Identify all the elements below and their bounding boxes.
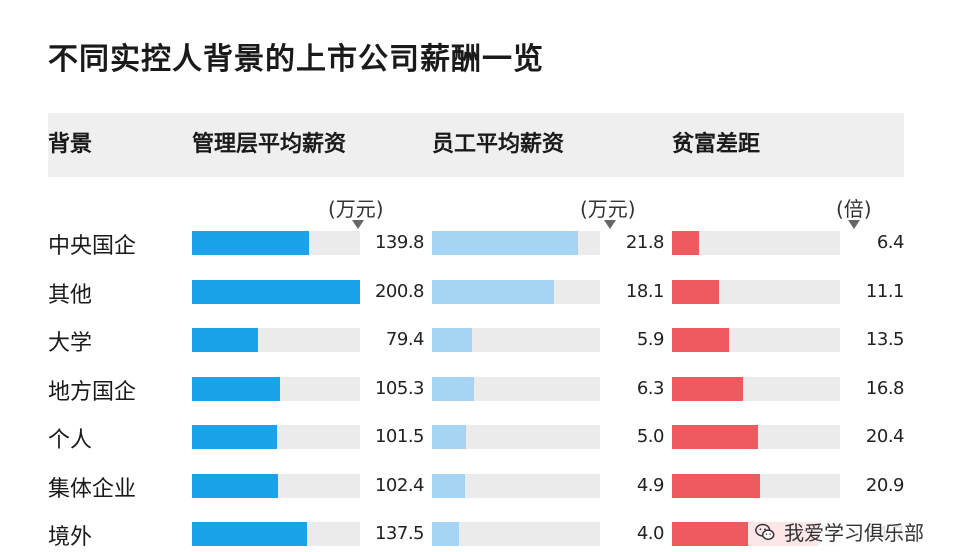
- unit-marker-gap: [848, 220, 860, 229]
- chart-title: 不同实控人背景的上市公司薪酬一览: [48, 42, 544, 77]
- bar-gap: [672, 425, 758, 449]
- value-label-staff: 5.0: [636, 426, 665, 447]
- value-label-mgmt: 101.5: [374, 426, 425, 447]
- value-label-gap: 16.8: [865, 378, 905, 399]
- unit-marker-mgmt: [352, 220, 364, 229]
- value-label-gap: 20.9: [865, 475, 905, 496]
- row-label: 中央国企: [48, 234, 137, 259]
- bar-staff: [432, 280, 554, 304]
- unit-marker-staff: [604, 220, 616, 229]
- value-label-gap: 13.5: [865, 329, 905, 350]
- row-label: 大学: [48, 331, 93, 356]
- bar-staff: [432, 231, 578, 255]
- value-label-gap: 11.1: [865, 281, 905, 302]
- bar-mgmt: [192, 522, 307, 546]
- bar-mgmt: [192, 231, 309, 255]
- unit-gap: (倍): [836, 197, 872, 221]
- wechat-icon: [755, 523, 775, 540]
- watermark: 我爱学习俱乐部: [748, 515, 930, 548]
- value-label-mgmt: 79.4: [385, 329, 425, 350]
- header-staff-salary: 员工平均薪资: [432, 132, 565, 157]
- header-band: [48, 113, 904, 177]
- value-label-gap: 20.4: [865, 426, 905, 447]
- row-label: 集体企业: [48, 477, 137, 502]
- unit-mgmt: (万元): [328, 197, 384, 221]
- bar-mgmt: [192, 474, 278, 498]
- row-label: 地方国企: [48, 380, 137, 405]
- header-background: 背景: [48, 132, 93, 157]
- value-label-staff: 21.8: [625, 232, 665, 253]
- bar-track-staff: [432, 522, 600, 546]
- bar-mgmt: [192, 280, 360, 304]
- bar-track-gap: [672, 231, 840, 255]
- bar-mgmt: [192, 328, 258, 352]
- value-label-staff: 6.3: [636, 378, 665, 399]
- bar-staff: [432, 425, 466, 449]
- value-label-mgmt: 139.8: [374, 232, 425, 253]
- bar-gap: [672, 231, 699, 255]
- bar-gap: [672, 280, 719, 304]
- bar-staff: [432, 474, 465, 498]
- bar-mgmt: [192, 377, 280, 401]
- unit-staff: (万元): [580, 197, 636, 221]
- bar-staff: [432, 522, 459, 546]
- header-wealth-gap: 贫富差距: [672, 132, 761, 157]
- value-label-staff: 5.9: [636, 329, 665, 350]
- value-label-mgmt: 102.4: [374, 475, 425, 496]
- row-label: 境外: [48, 525, 93, 550]
- bar-staff: [432, 377, 474, 401]
- value-label-mgmt: 137.5: [374, 523, 425, 544]
- bar-mgmt: [192, 425, 277, 449]
- bar-gap: [672, 328, 729, 352]
- value-label-staff: 18.1: [625, 281, 665, 302]
- value-label-mgmt: 105.3: [374, 378, 425, 399]
- row-label: 其他: [48, 283, 93, 308]
- watermark-text: 我爱学习俱乐部: [784, 521, 924, 545]
- value-label-staff: 4.9: [636, 475, 665, 496]
- value-label-mgmt: 200.8: [374, 281, 425, 302]
- bar-staff: [432, 328, 472, 352]
- header-mgmt-salary: 管理层平均薪资: [192, 132, 347, 157]
- bar-gap: [672, 377, 743, 401]
- row-label: 个人: [48, 428, 93, 453]
- bar-gap: [672, 474, 760, 498]
- value-label-gap: 6.4: [876, 232, 905, 253]
- value-label-staff: 4.0: [636, 523, 665, 544]
